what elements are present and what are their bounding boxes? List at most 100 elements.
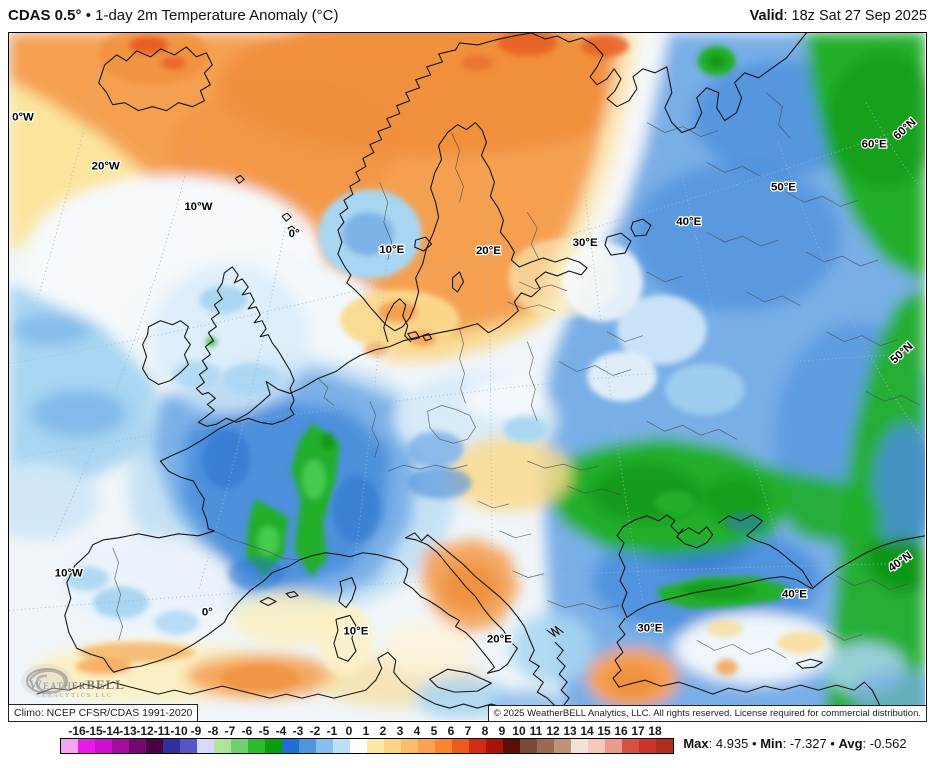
colorbar-tick: 18 [648,724,662,738]
colorbar-cell [316,739,333,753]
colorbar-tick: -7 [224,724,236,738]
grid-label: 0°W [12,112,34,124]
colorbar-tick: -8 [207,724,219,738]
grid-label: 20°W [92,160,120,172]
grid-label: 20°E [487,633,512,645]
colorbar-cell [401,739,418,753]
max-label: Max [683,736,709,751]
colorbar-cell [622,739,639,753]
colorbar-tick: 15 [597,724,611,738]
colorbar-tick: 14 [580,724,594,738]
colorbar-tick: -15 [85,724,103,738]
colorbar-tick: -10 [170,724,188,738]
colorbar-tick: 2 [379,724,387,738]
colorbar-cell [333,739,350,753]
max-value: 4.935 [715,736,749,751]
colorbar-cell [520,739,537,753]
colorbar-cell [384,739,401,753]
colorbar-cell [435,739,452,753]
colorbar-tick: 5 [430,724,438,738]
grid-label: 0° [289,228,300,240]
grid-label: 10°W [184,201,212,213]
grid-label: 10°W [55,568,83,580]
colorbar-cell [265,739,282,753]
copyright-note: © 2025 WeatherBELL Analytics, LLC. All r… [487,705,927,722]
model-name: CDAS 0.5° [8,7,82,24]
grid-label: 60°E [862,139,887,151]
map-frame: 0°W 20°W 10°W 0° 10°E 20°E 30°E 40°E 50°E 60°E 60°… [8,32,927,722]
colorbar-tick: -2 [309,724,321,738]
colorbar-cell [248,739,265,753]
graticule [9,62,925,613]
colorbar-tick: 9 [498,724,506,738]
colorbar-cell [299,739,316,753]
min-value: -7.327 [789,736,827,751]
colorbar-tick: -3 [292,724,304,738]
colorbar-cell [129,739,146,753]
grid-label: 50°E [771,181,796,193]
colorbar-tick: -12 [136,724,154,738]
avg-label: Avg [838,736,863,751]
page-title: CDAS 0.5° • 1-day 2m Temperature Anomaly… [8,7,338,24]
colorbar-tick: -9 [190,724,202,738]
colorbar-tick: 1 [362,724,370,738]
grid-label: 40°E [676,216,701,228]
colorbar-tick: 8 [481,724,489,738]
colorbar-tick: -13 [119,724,137,738]
colorbar-tick: 10 [512,724,526,738]
colorbar-tick: 7 [464,724,472,738]
colorbar-tick: -16 [68,724,86,738]
title-bar: CDAS 0.5° • 1-day 2m Temperature Anomaly… [0,0,935,32]
colorbar-cell [282,739,299,753]
colorbar-cell [180,739,197,753]
colorbar-cell [214,739,231,753]
grid-label: 10°E [379,244,404,256]
colorbar-cell [197,739,214,753]
colorbar-cell [588,739,605,753]
grid-label: 0° [202,606,213,618]
colorbar-tick: -5 [258,724,270,738]
grid-label: 30°E [573,237,598,249]
colorbar-cell [418,739,435,753]
avg-value: -0.562 [869,736,907,751]
colorbar-cell [605,739,622,753]
grid-label: 20°E [476,245,501,257]
grid-label: 10°E [343,625,368,637]
colorbar-tick: 4 [413,724,421,738]
colorbar-tick: -11 [153,724,171,738]
product-name: 1-day 2m Temperature Anomaly (°C) [95,7,339,24]
colorbar-cell [554,739,571,753]
colorbar-cell [367,739,384,753]
valid-time: Valid: 18z Sat 27 Sep 2025 [749,8,927,24]
colorbar-tick-labels: -16 -15 -14 -13 -12 -11 -10 -9 -8 -7 -6 -5 -4 -3 -2 -1 0… [60,724,680,738]
colorbar-cell [571,739,588,753]
colorbar-tick: -4 [275,724,287,738]
anomaly-field [9,33,925,720]
colorbar-cell [537,739,554,753]
field-stats: Max: 4.935 • Min: -7.327 • Avg: -0.562 [683,736,907,751]
colorbar-cell [78,739,95,753]
colorbar: -16 -15 -14 -13 -12 -11 -10 -9 -8 -7 -6 -5 -4 -3 -2 -1 0… [0,722,935,768]
grid-label: 30°E [637,622,662,634]
colorbar-cell [61,739,78,753]
colorbar-tick: 12 [546,724,560,738]
title-separator: • [81,7,96,24]
colorbar-cell [486,739,503,753]
grid-label: 40°E [782,589,807,601]
colorbar-tick: 6 [447,724,455,738]
colorbar-tick: 13 [563,724,577,738]
climo-note: Climo: NCEP CFSR/CDAS 1991-2020 [8,704,199,722]
colorbar-tick: -14 [102,724,120,738]
colorbar-tick: 11 [529,724,543,738]
colorbar-cell [231,739,248,753]
colorbar-cell [469,739,486,753]
colorbar-cell [112,739,129,753]
colorbar-scale [60,738,674,754]
min-label: Min [760,736,783,751]
colorbar-cell [503,739,520,753]
colorbar-cell [452,739,469,753]
colorbar-cell [350,739,367,753]
colorbar-tick: -6 [241,724,253,738]
anomaly-map: 0°W20°W10°W0°10°E 20°E30°E40°E50°E60°E60°… [9,33,925,720]
